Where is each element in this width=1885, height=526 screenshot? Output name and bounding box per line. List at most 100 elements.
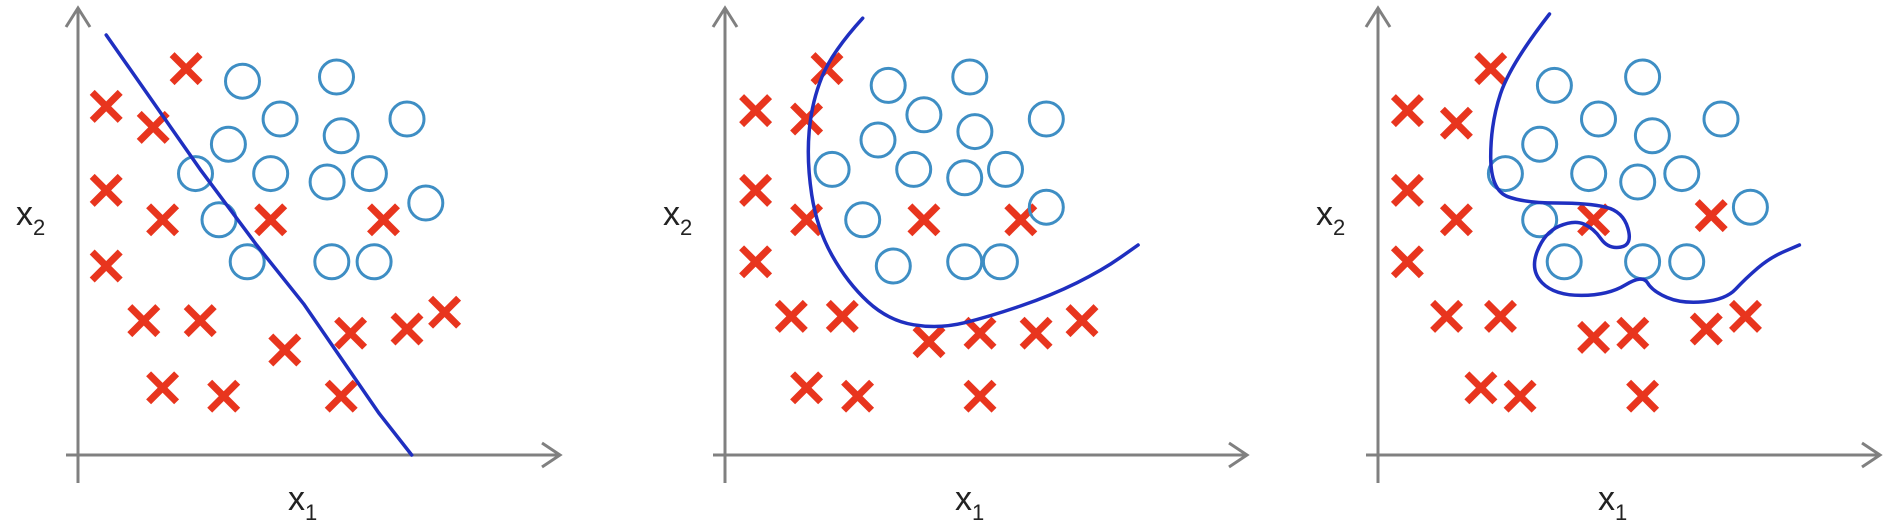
cross-stroke	[1577, 320, 1611, 354]
cross-stroke	[127, 304, 161, 338]
cross-stroke	[774, 299, 808, 333]
x-axis-label-subscript: 1	[305, 500, 317, 525]
circle-point	[1535, 66, 1573, 104]
decision-boundary	[806, 16, 1140, 329]
cross-point	[146, 371, 180, 405]
panel-1: x1 x2	[16, 5, 563, 525]
x-axis-label: x1	[288, 480, 317, 525]
circle-point	[956, 113, 994, 151]
cross-stroke	[390, 312, 424, 346]
cross-point	[963, 379, 997, 413]
cross-point	[207, 379, 241, 413]
circle-point	[1545, 243, 1583, 281]
y-axis-label-subscript: 2	[680, 215, 692, 240]
x-axis-label-subscript: 1	[972, 500, 984, 525]
decision-boundary	[1488, 12, 1802, 304]
circle-point	[869, 66, 907, 104]
cross-point	[390, 312, 424, 346]
cross-stroke	[254, 203, 288, 237]
circle-point	[1731, 188, 1769, 226]
y-axis-arrow	[64, 5, 92, 28]
circle-point	[355, 243, 393, 281]
circle-point	[313, 243, 351, 281]
cross-stroke	[146, 203, 180, 237]
x-axis-arrow	[1228, 441, 1250, 469]
cross-point	[89, 89, 123, 123]
cross-point	[739, 94, 773, 128]
cross-stroke	[1626, 379, 1660, 413]
cross-stroke	[1729, 299, 1762, 333]
cross-stroke	[1065, 304, 1099, 338]
cross-point	[1577, 203, 1611, 237]
cross-stroke	[1019, 316, 1053, 350]
cross-stroke	[1390, 245, 1424, 279]
circle-point	[1027, 100, 1065, 138]
cross-stroke	[825, 299, 859, 333]
cross-stroke	[1694, 199, 1728, 233]
circle-point	[1619, 163, 1657, 201]
cross-point	[739, 173, 773, 207]
cross-stroke	[146, 371, 180, 405]
y-axis-label: x2	[663, 195, 692, 240]
circle-point	[1702, 100, 1740, 138]
cross-point	[774, 299, 808, 333]
cross-stroke	[1484, 299, 1517, 333]
cross-stroke	[790, 371, 824, 405]
circle-point	[987, 150, 1024, 188]
circle-point	[946, 243, 984, 281]
cross-point	[790, 102, 824, 136]
cross-point	[1626, 379, 1660, 413]
circle-point	[981, 243, 1019, 281]
x-axis-label: x1	[955, 480, 984, 525]
cross-point	[963, 316, 997, 350]
cross-stroke	[841, 379, 875, 413]
circle-point	[407, 184, 445, 222]
cross-stroke	[739, 173, 773, 207]
cross-point	[1577, 320, 1611, 354]
circle-point	[388, 100, 426, 138]
cross-stroke	[183, 304, 217, 338]
cross-point	[907, 203, 941, 237]
cross-stroke	[1577, 203, 1611, 237]
cross-point	[1065, 304, 1099, 338]
circle-point	[261, 100, 299, 138]
cross-point	[825, 299, 859, 333]
cross-stroke	[1503, 379, 1537, 413]
cross-point	[254, 203, 288, 237]
circle-point	[177, 155, 214, 193]
cross-stroke	[1616, 316, 1650, 350]
cross-point	[1390, 245, 1424, 279]
cross-point	[1694, 199, 1728, 233]
circle-point	[905, 96, 943, 134]
circle-point	[1633, 117, 1671, 155]
y-axis-label: x2	[16, 195, 45, 240]
circle-point	[813, 150, 851, 188]
circle-point	[874, 247, 912, 285]
cross-point	[1689, 312, 1723, 346]
x-axis-label: x1	[1598, 480, 1627, 525]
cross-point	[912, 325, 946, 359]
cross-point	[1019, 316, 1053, 350]
circle-point	[844, 201, 882, 239]
circle-point	[1486, 155, 1524, 193]
circle-point	[1580, 100, 1617, 138]
y-axis-arrow	[711, 5, 739, 28]
cross-point	[1474, 52, 1508, 86]
cross-stroke	[1390, 173, 1424, 207]
cross-stroke	[1430, 299, 1464, 333]
cross-stroke	[912, 325, 946, 359]
cross-stroke	[1439, 106, 1473, 140]
x-axis-arrow	[1861, 441, 1883, 469]
cross-stroke	[89, 89, 123, 123]
cross-point	[1430, 299, 1464, 333]
cross-stroke	[1390, 94, 1424, 128]
cross-point	[1439, 203, 1473, 237]
y-axis-arrow	[1364, 5, 1392, 28]
circle-point	[1521, 125, 1559, 163]
circle-point	[209, 125, 247, 163]
cross-stroke	[334, 316, 368, 350]
decision-boundary	[104, 33, 414, 457]
panel-3: x1 x2	[1316, 5, 1883, 525]
y-axis-label: x2	[1316, 195, 1345, 240]
